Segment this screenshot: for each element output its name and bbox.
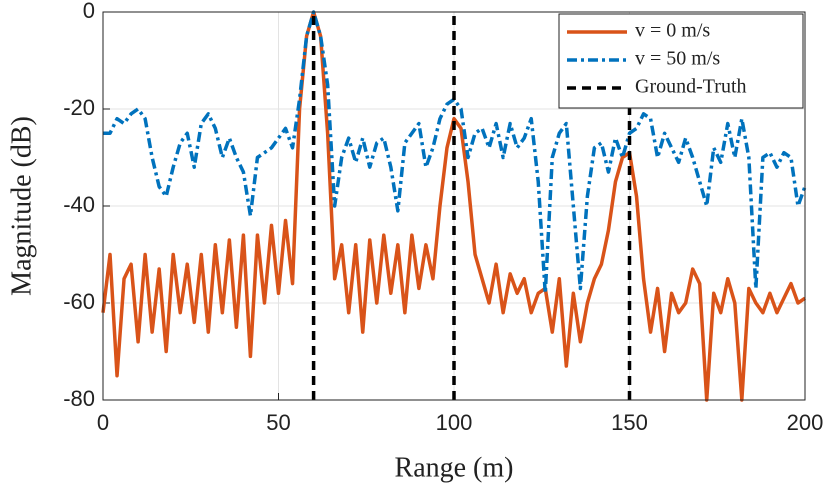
series-line [101,10,806,402]
y-tick-label: -80 [63,386,95,411]
x-axis-label: Range (m) [395,452,514,483]
y-tick-label: 0 [83,0,95,23]
x-tick-label: 150 [611,410,648,435]
y-axis-label: Magnitude (dB) [6,116,37,296]
legend-label: v = 50 m/s [635,48,720,70]
y-tick-label: -60 [63,289,95,314]
x-tick-label: 200 [787,410,824,435]
axes-box [102,11,806,401]
legend-label: Ground-Truth [635,76,747,98]
x-tick-label: 50 [266,410,290,435]
y-tick-label: -40 [63,192,95,217]
y-tick-label: -20 [63,95,95,120]
legend-label: v = 0 m/s [635,20,710,42]
legend-box [558,13,804,109]
x-tick-label: 100 [436,410,473,435]
x-tick-label: 0 [97,410,109,435]
